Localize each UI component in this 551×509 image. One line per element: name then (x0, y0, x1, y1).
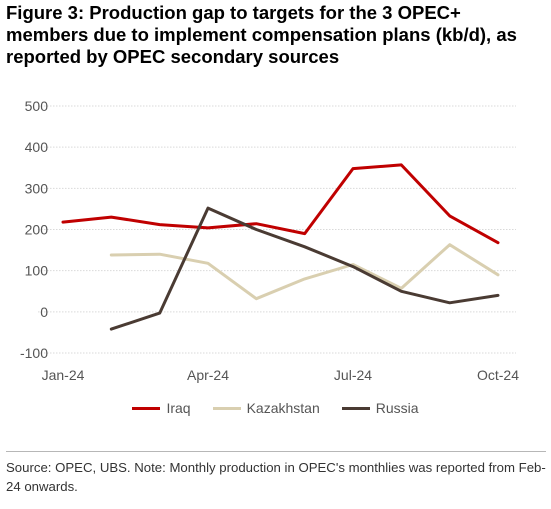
series-line-russia (109, 206, 500, 331)
x-tick-label: Oct-24 (477, 367, 519, 383)
legend: Iraq Kazakhstan Russia (0, 398, 551, 418)
divider (6, 451, 546, 452)
y-tick-label: 500 (25, 98, 49, 114)
y-tick-label: 100 (25, 263, 49, 279)
legend-swatch-iraq (132, 406, 161, 410)
legend-label-russia: Russia (375, 400, 419, 416)
x-tick-label: Jan-24 (42, 367, 85, 383)
legend-item-iraq: Iraq (132, 400, 191, 416)
y-tick-label: 300 (25, 180, 49, 196)
y-tick-label: -100 (20, 345, 48, 361)
legend-item-russia: Russia (341, 400, 419, 416)
legend-item-kazakhstan: Kazakhstan (212, 400, 320, 416)
gridlines (38, 105, 516, 354)
y-tick-label: 200 (25, 222, 49, 238)
source-note: Source: OPEC, UBS. Note: Monthly product… (6, 460, 546, 494)
chart-title: Figure 3: Production gap to targets for … (6, 2, 517, 67)
legend-label-iraq: Iraq (166, 400, 191, 416)
y-tick-label: 0 (40, 304, 48, 320)
y-tick-label: 400 (25, 139, 49, 155)
x-tick-label: Apr-24 (187, 367, 229, 383)
x-axis-tick-labels: Jan-24 Apr-24 Jul-24 Oct-24 (42, 367, 520, 383)
y-axis-tick-labels: -100 0 100 200 300 400 500 (20, 98, 48, 361)
series-lines (61, 163, 500, 331)
legend-swatch-russia (341, 406, 370, 410)
x-tick-label: Jul-24 (334, 367, 372, 383)
legend-swatch-kazakhstan (212, 406, 241, 410)
line-chart: -100 0 100 200 300 400 500 Jan-24 Apr-24 Jul-24 O… (20, 98, 520, 383)
legend-label-kazakhstan: Kazakhstan (246, 400, 320, 416)
series-line-kazakhstan (109, 243, 500, 301)
series-line-iraq (61, 163, 500, 245)
